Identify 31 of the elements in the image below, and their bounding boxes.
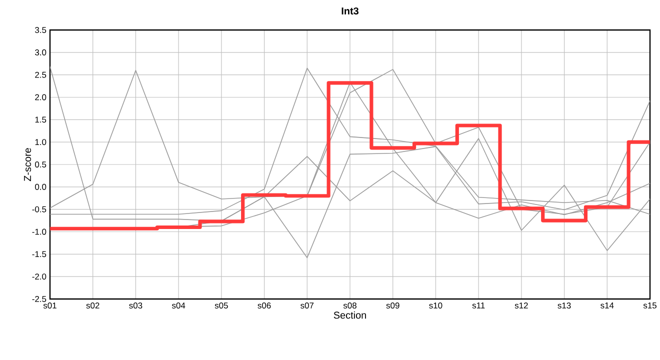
x-tick-label: s15	[643, 302, 656, 308]
y-tick-label: 2.5	[35, 72, 46, 78]
x-tick-label: s09	[386, 302, 400, 309]
x-axis-title: Section	[334, 311, 366, 319]
x-tick-label: s08	[343, 302, 356, 309]
y-tick-label: -0.5	[32, 206, 46, 212]
y-tick-label: 0.0	[35, 184, 46, 190]
y-tick-label: -2.5	[32, 296, 46, 302]
y-tick-label: 3.0	[35, 49, 46, 56]
y-tick-label: 1.5	[35, 116, 46, 123]
x-tick-label: s01	[43, 302, 56, 309]
x-tick-label: s03	[129, 302, 142, 309]
x-tick-label: s02	[86, 302, 100, 309]
y-tick-label: 0.5	[35, 162, 46, 168]
x-tick-label: s04	[172, 302, 186, 309]
x-tick-label: s06	[258, 302, 271, 309]
x-tick-label: s11	[472, 302, 485, 308]
x-tick-label: s07	[300, 302, 314, 309]
chart-title: Int3	[342, 7, 359, 15]
y-tick-label: 1.0	[35, 139, 46, 146]
y-tick-label: 2.0	[35, 94, 46, 100]
y-tick-label: -1.0	[32, 228, 46, 235]
x-tick-label: s14	[600, 302, 614, 308]
y-tick-label: -2.0	[32, 274, 46, 280]
x-tick-label: s12	[514, 302, 528, 309]
y-tick-label: -1.5	[32, 251, 46, 258]
y-axis-title: Z-score	[24, 148, 32, 182]
x-tick-label: s05	[214, 302, 228, 309]
x-tick-label: s10	[429, 302, 442, 309]
y-tick-label: 3.5	[35, 27, 46, 33]
x-tick-label: s13	[558, 302, 571, 309]
